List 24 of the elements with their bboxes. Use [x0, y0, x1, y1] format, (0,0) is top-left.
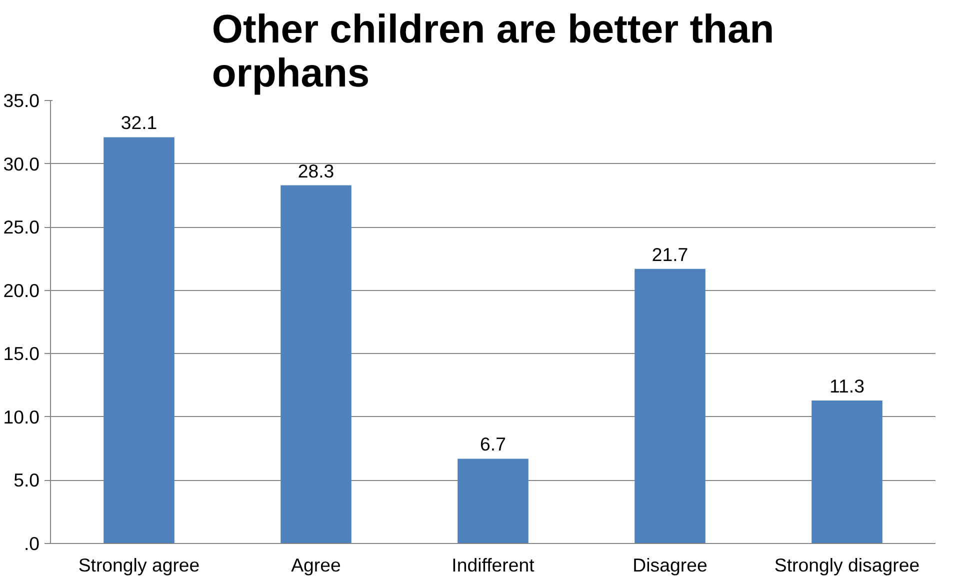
data-label: 21.7	[652, 244, 688, 265]
bar	[812, 400, 882, 544]
chart-title: Other children are better than orphans	[212, 8, 774, 96]
data-label: 6.7	[480, 434, 506, 455]
bar	[104, 137, 174, 544]
y-tick-label: 35.0	[3, 90, 40, 111]
x-tick-label: Disagree	[632, 554, 708, 576]
y-tick-label: 30.0	[3, 153, 40, 174]
y-tick-label: 20.0	[3, 280, 40, 301]
x-tick-label: Indifferent	[452, 554, 536, 576]
x-tick-label: Strongly disagree	[774, 554, 920, 576]
bar	[634, 268, 706, 544]
x-tick-label: Strongly agree	[78, 554, 200, 576]
bar	[458, 458, 528, 544]
x-tick-label: Agree	[291, 554, 341, 576]
data-label: 11.3	[830, 375, 864, 396]
y-tick-label: 10.0	[3, 406, 40, 428]
y-tick-label: .0	[24, 533, 40, 554]
data-label: 32.1	[120, 112, 158, 134]
y-tick-label: 25.0	[3, 216, 40, 238]
y-tick-label: 15.0	[3, 343, 40, 364]
bar	[280, 185, 352, 544]
data-label: 28.3	[298, 160, 334, 182]
y-tick-label: 5.0	[14, 470, 40, 491]
